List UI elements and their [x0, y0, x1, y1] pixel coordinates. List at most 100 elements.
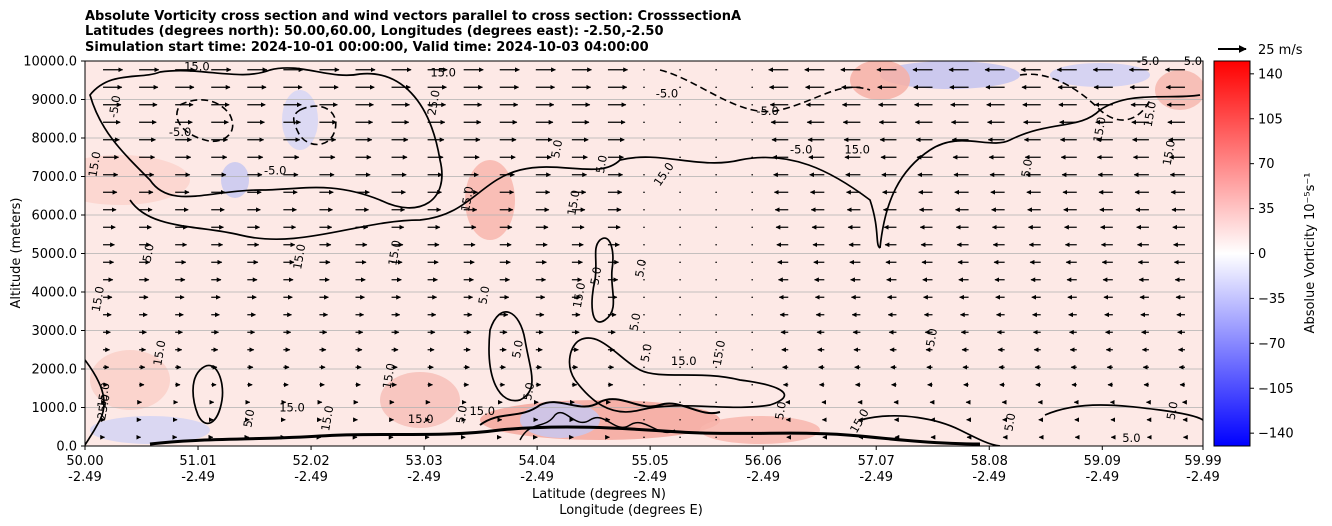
contour-label: 15.0: [458, 185, 476, 213]
contour-label: 5.0: [587, 266, 604, 286]
wind-vector: [715, 331, 717, 334]
wind-vector: [643, 348, 645, 351]
chart-title-line-2: Latitudes (degrees north): 50.00,60.00, …: [85, 24, 664, 39]
contour-label: 5.0: [475, 285, 492, 305]
wind-vector: [751, 243, 753, 246]
contour-label: 5.0: [1018, 158, 1035, 178]
vorticity-patch: [700, 416, 820, 444]
vorticity-patch: [465, 160, 515, 240]
wind-vector: [751, 436, 753, 439]
plot-area: 15.0 15.0-5.0-5.015.0 -5.025.015.0-5.0-5.0…: [84, 54, 1204, 447]
wind-vector: [715, 226, 717, 229]
x-axis-label-longitude: Longitude (degrees E): [559, 503, 703, 518]
wind-vector: [679, 121, 681, 124]
contour-label: 15.0: [385, 239, 403, 267]
x-tick-label-latitude: 58.08: [971, 454, 1008, 469]
y-tick-label: 6000.0: [32, 209, 78, 224]
wind-vector: [751, 191, 753, 194]
contour-label: -5.0: [106, 94, 124, 119]
wind-vector: [751, 296, 753, 299]
wind-vector: [643, 156, 645, 159]
y-tick-label: 10000.0: [23, 55, 77, 70]
wind-vector: [751, 383, 753, 386]
wind-vector: [751, 261, 753, 264]
x-tick-label-longitude: -2.49: [859, 470, 893, 485]
wind-vector: [643, 261, 645, 264]
wind-vector: [751, 86, 753, 89]
wind-vector: [715, 191, 717, 194]
wind-vector: [715, 86, 717, 89]
y-tick-label: 7000.0: [32, 170, 78, 185]
wind-vector: [643, 436, 645, 439]
wind-vector: [715, 121, 717, 124]
x-tick-label-latitude: 52.02: [292, 454, 329, 469]
contour-label: 15.0: [408, 412, 434, 426]
y-tick-label: 0.0: [56, 440, 77, 455]
y-axis: 0.0 1000.0 2000.0 3000.0 4000.0 5000.0 6000.0 7…: [23, 55, 85, 455]
colorbar-tick-label: 0: [1258, 247, 1266, 262]
wind-vector: [643, 366, 645, 369]
contour-label: -5.0: [756, 104, 778, 118]
wind-vectors: [100, 67, 1188, 440]
wind-vector: [643, 243, 645, 246]
wind-vector: [715, 383, 717, 386]
contour-line: [176, 99, 234, 142]
wind-vector: [679, 383, 681, 386]
wind-vector: [643, 278, 645, 281]
wind-vector: [679, 226, 681, 229]
contour-labels: 15.0 15.0-5.0-5.015.0 -5.025.015.0-5.0-5.0…: [85, 54, 1202, 445]
wind-vector: [643, 191, 645, 194]
contour-label: 15.0: [469, 404, 495, 418]
wind-vector: [679, 191, 681, 194]
quiver-key-label: 25 m/s: [1258, 43, 1303, 58]
wind-vector: [679, 138, 681, 141]
wind-vector: [643, 383, 645, 386]
vorticity-patch: [380, 372, 460, 428]
vorticity-patch: [221, 162, 249, 198]
wind-vector: [751, 156, 753, 159]
wind-vector: [715, 68, 717, 71]
wind-vector: [679, 103, 681, 106]
wind-vector: [679, 208, 681, 211]
wind-vector: [715, 366, 717, 369]
wind-vector: [679, 348, 681, 351]
contour-line: [659, 69, 871, 113]
x-tick-label-longitude: -2.49: [972, 470, 1006, 485]
contour-label: 25.0: [424, 89, 442, 117]
x-tick-label-latitude: 53.03: [405, 454, 442, 469]
contour-line: [89, 67, 443, 209]
contour-label: 5.0: [627, 312, 644, 332]
wind-vector: [643, 331, 645, 334]
contour-line: [591, 237, 615, 323]
wind-vector: [751, 401, 753, 404]
vorticity-patch: [1155, 70, 1203, 110]
colorbar-tick-label: −105: [1258, 382, 1294, 397]
wind-vector: [751, 278, 753, 281]
wind-vector: [679, 331, 681, 334]
contour-label: 15.0: [671, 354, 697, 368]
contour-label: -5.0: [264, 164, 286, 178]
contour-label: 5.0: [632, 258, 649, 278]
contour-label: 25.0: [94, 393, 112, 421]
wind-vector: [679, 156, 681, 159]
chart-title-line-3: Simulation start time: 2024-10-01 00:00:…: [85, 40, 649, 55]
wind-vector: [643, 226, 645, 229]
wind-vector: [643, 103, 645, 106]
wind-vector: [715, 156, 717, 159]
x-tick-label-longitude: -2.49: [633, 470, 667, 485]
colorbar-tick-label: 70: [1258, 157, 1275, 172]
x-tick-label-longitude: -2.49: [746, 470, 780, 485]
contour-label: 5.0: [593, 154, 610, 174]
y-tick-label: 4000.0: [32, 286, 78, 301]
wind-vector: [643, 138, 645, 141]
contour-line: [859, 415, 1001, 446]
y-tick-label: 5000.0: [32, 247, 78, 262]
x-tick-label-latitude: 50.00: [66, 454, 103, 469]
vorticity-patch: [1050, 63, 1150, 87]
contour-label: 5.0: [520, 381, 537, 401]
wind-vector: [679, 68, 681, 71]
wind-vector: [679, 243, 681, 246]
x-tick-label-latitude: 57.07: [858, 454, 895, 469]
wind-vector: [679, 86, 681, 89]
